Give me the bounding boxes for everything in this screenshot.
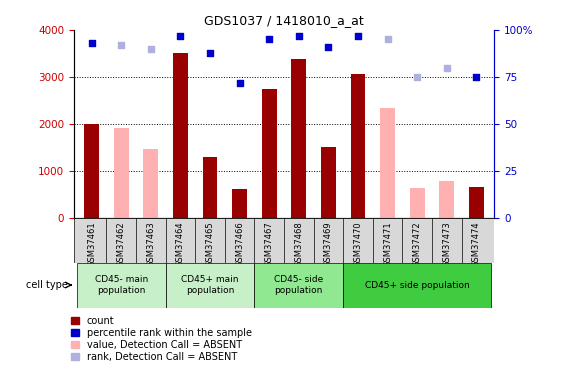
Bar [114, 128, 128, 217]
Text: GSM37464: GSM37464 [176, 221, 185, 267]
Text: GSM37472: GSM37472 [413, 221, 421, 267]
Text: GSM37466: GSM37466 [235, 221, 244, 267]
Point [206, 50, 215, 55]
Title: GDS1037 / 1418010_a_at: GDS1037 / 1418010_a_at [204, 15, 364, 27]
Bar [203, 157, 218, 218]
Point [353, 33, 362, 39]
Text: GSM37462: GSM37462 [116, 221, 126, 267]
Bar [262, 88, 277, 218]
Text: GSM37463: GSM37463 [147, 221, 155, 267]
Bar [77, 262, 166, 308]
Text: GSM37461: GSM37461 [87, 221, 96, 267]
Text: CD45- side
population: CD45- side population [274, 275, 323, 295]
Bar [173, 54, 188, 217]
Point [87, 40, 96, 46]
Point [146, 46, 155, 52]
Bar [469, 187, 484, 218]
Point [294, 33, 303, 39]
Text: CD45+ side population: CD45+ side population [365, 280, 470, 290]
Text: GSM37465: GSM37465 [206, 221, 215, 267]
Point [383, 36, 392, 42]
Bar [440, 181, 454, 218]
Point [324, 44, 333, 50]
Bar [232, 189, 247, 217]
Text: GSM37474: GSM37474 [472, 221, 481, 267]
Text: CD45- main
population: CD45- main population [95, 275, 148, 295]
Point [265, 36, 274, 42]
Bar [143, 148, 158, 217]
Bar [291, 59, 306, 217]
Point [413, 74, 422, 80]
Text: GSM37470: GSM37470 [353, 221, 362, 267]
Text: CD45+ main
population: CD45+ main population [181, 275, 239, 295]
Point [116, 42, 126, 48]
Point [235, 80, 244, 86]
Bar [321, 147, 336, 218]
Text: GSM37473: GSM37473 [442, 221, 452, 267]
Point [472, 74, 481, 80]
Text: GSM37467: GSM37467 [265, 221, 274, 267]
Text: cell type: cell type [26, 280, 68, 290]
Bar [343, 262, 491, 308]
Bar [350, 74, 365, 217]
Bar [380, 108, 395, 218]
Text: GSM37468: GSM37468 [294, 221, 303, 267]
Bar [254, 262, 343, 308]
Bar [166, 262, 254, 308]
Bar [84, 124, 99, 218]
Text: GSM37469: GSM37469 [324, 221, 333, 267]
Point [176, 33, 185, 39]
Legend: count, percentile rank within the sample, value, Detection Call = ABSENT, rank, : count, percentile rank within the sample… [72, 316, 252, 362]
Text: GSM37471: GSM37471 [383, 221, 392, 267]
Bar [410, 188, 425, 218]
Point [442, 64, 452, 70]
